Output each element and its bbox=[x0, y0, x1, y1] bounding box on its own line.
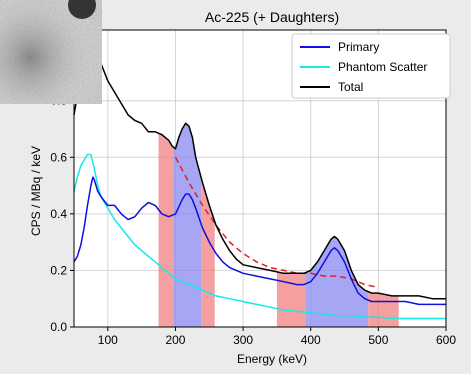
legend-label-phantom-scatter: Phantom Scatter bbox=[338, 60, 427, 74]
y-axis-label: CPS / MBq / keV bbox=[29, 146, 43, 236]
energy-window-2 bbox=[173, 123, 202, 327]
legend-label-primary: Primary bbox=[338, 40, 379, 54]
chart-title: Ac-225 (+ Daughters) bbox=[205, 9, 339, 25]
series-line-total bbox=[73, 37, 446, 300]
energy-window-4 bbox=[276, 271, 306, 327]
x-tick-label: 600 bbox=[436, 333, 456, 347]
background-fit-line bbox=[174, 156, 379, 289]
x-axis-label: Energy (keV) bbox=[237, 352, 307, 366]
y-tick-label: 0.2 bbox=[50, 263, 67, 277]
series-line-primary bbox=[73, 176, 446, 306]
plot-frame bbox=[73, 29, 447, 328]
x-tick-label: 100 bbox=[98, 333, 118, 347]
noise-image-thumbnail bbox=[0, 0, 102, 104]
legend-box bbox=[291, 33, 451, 99]
energy-window-1 bbox=[158, 133, 174, 327]
energy-window-5 bbox=[305, 237, 369, 327]
y-tick-label: 0.6 bbox=[50, 150, 67, 164]
series-lines bbox=[73, 37, 446, 320]
legend: Primary Phantom Scatter Total bbox=[291, 33, 451, 99]
y-tick-label: 0.4 bbox=[50, 207, 67, 221]
energy-window-6 bbox=[368, 291, 399, 327]
legend-label-total: Total bbox=[338, 80, 363, 94]
energy-windows bbox=[158, 123, 399, 327]
y-tick-label: 0.0 bbox=[50, 320, 67, 334]
energy-window-3 bbox=[201, 177, 215, 327]
x-tick-label: 400 bbox=[301, 333, 321, 347]
x-tick-label: 200 bbox=[165, 333, 185, 347]
x-tick-label: 300 bbox=[233, 333, 253, 347]
series-line-phantom-scatter bbox=[73, 153, 446, 320]
x-tick-label: 500 bbox=[368, 333, 388, 347]
